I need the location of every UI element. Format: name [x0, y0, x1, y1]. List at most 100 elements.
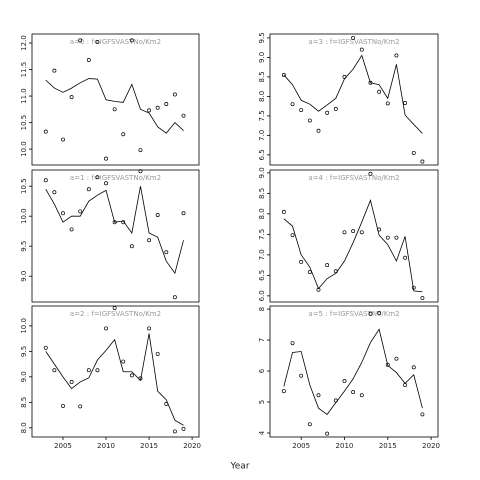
x-tick-label: 2020: [183, 442, 201, 450]
panel-frame: [269, 33, 439, 166]
y-tick-label: 7: [258, 338, 266, 342]
x-tick-label: 2010: [97, 442, 115, 450]
trend-line: [45, 78, 184, 134]
y-tick-label: 11.5: [20, 62, 28, 78]
y-tick-label: 9.0: [20, 271, 28, 282]
data-point: [394, 356, 399, 361]
x-tick-label: 2005: [292, 442, 310, 450]
data-point: [172, 429, 177, 434]
y-tick-label: 8.5: [258, 188, 266, 199]
data-point: [403, 101, 408, 105]
y-tick-label: 12.0: [20, 35, 28, 51]
data-point: [138, 148, 143, 153]
y-tick-label: 7.5: [258, 110, 266, 121]
data-point: [290, 102, 295, 107]
data-point: [394, 235, 399, 240]
data-point: [95, 40, 100, 44]
y-tick-label: 8.0: [20, 422, 28, 433]
data-point: [325, 263, 330, 268]
x-tick-label: 2010: [336, 442, 354, 450]
data-point: [138, 169, 143, 174]
data-point: [325, 431, 330, 436]
data-point: [411, 365, 416, 370]
data-point: [95, 368, 100, 373]
data-point: [420, 295, 425, 300]
panel-title: a=4 : f=IGFSVASTNo/Km2: [308, 174, 399, 182]
y-tick-label: 8.5: [258, 71, 266, 82]
panel-title: a=3 : f=IGFSVASTNo/Km2: [308, 38, 399, 46]
data-point: [95, 175, 100, 180]
data-point: [61, 403, 65, 408]
y-tick-label: 10.0: [20, 318, 28, 334]
data-point: [394, 53, 399, 58]
data-point: [281, 389, 286, 394]
data-point: [368, 171, 373, 176]
panel-title: a=2 : f=IGFSVASTNo/Km2: [70, 310, 161, 318]
y-tick-label: 9.5: [20, 241, 28, 252]
panel-frame: [269, 305, 439, 438]
data-point: [181, 113, 186, 118]
y-tick-label: 11.0: [20, 88, 28, 104]
data-point: [86, 187, 91, 192]
y-tick-label: 10.5: [20, 115, 28, 131]
data-point: [385, 101, 390, 106]
data-point: [377, 89, 382, 94]
panel-frame: [269, 169, 439, 303]
trend-line: [283, 199, 423, 293]
panel-title: a=5 : f=IGFSVASTNo/Km2: [308, 310, 399, 318]
data-point: [112, 306, 117, 310]
data-point: [359, 47, 364, 52]
data-point: [164, 250, 169, 255]
y-tick-label: 10.0: [20, 208, 28, 224]
x-tick-label: 2020: [422, 442, 440, 450]
x-tick-label: 2015: [140, 442, 158, 450]
panel-title: a=1 : f=IGFSVASTNo/Km2: [70, 174, 161, 182]
y-tick-label: 10.0: [20, 141, 28, 157]
y-tick-label: 7.0: [258, 130, 266, 141]
y-tick-label: 5: [258, 400, 266, 404]
data-point: [299, 373, 304, 378]
data-point: [316, 393, 321, 398]
data-point: [61, 137, 65, 142]
data-point: [121, 132, 126, 137]
data-point: [307, 422, 312, 427]
y-tick-label: 8.5: [20, 397, 28, 408]
panel-frame: [31, 305, 200, 438]
data-point: [290, 233, 295, 238]
y-tick-label: 8.0: [258, 91, 266, 102]
data-point: [290, 341, 295, 346]
data-point: [147, 326, 152, 331]
x-tick-label: 2005: [54, 442, 72, 450]
y-tick-label: 9.5: [258, 32, 266, 43]
data-point: [359, 393, 364, 398]
data-point: [78, 38, 83, 43]
data-point: [377, 310, 382, 315]
panel-frame: [31, 33, 200, 166]
data-point: [181, 211, 186, 216]
y-tick-label: 9.0: [258, 167, 266, 178]
y-tick-label: 9.0: [258, 52, 266, 63]
data-point: [121, 359, 126, 364]
panel-title: a=0 : f=IGFSVASTNo/Km2: [70, 38, 161, 46]
data-point: [104, 181, 108, 186]
data-point: [52, 368, 57, 373]
data-point: [164, 102, 169, 106]
data-point: [52, 68, 57, 73]
data-point: [129, 38, 134, 43]
data-point: [43, 345, 48, 350]
y-tick-label: 6.5: [258, 270, 266, 281]
data-point: [129, 373, 134, 378]
data-point: [104, 326, 108, 331]
y-tick-label: 8: [258, 307, 266, 311]
data-point: [299, 259, 304, 264]
data-point: [420, 412, 425, 417]
data-point: [411, 150, 416, 155]
y-tick-label: 9.5: [20, 346, 28, 357]
data-point: [281, 72, 286, 77]
data-point: [385, 235, 390, 240]
data-point: [155, 213, 160, 217]
x-axis-label: Year: [229, 462, 249, 472]
data-point: [299, 108, 304, 112]
data-point: [69, 379, 74, 384]
data-point: [155, 351, 160, 356]
